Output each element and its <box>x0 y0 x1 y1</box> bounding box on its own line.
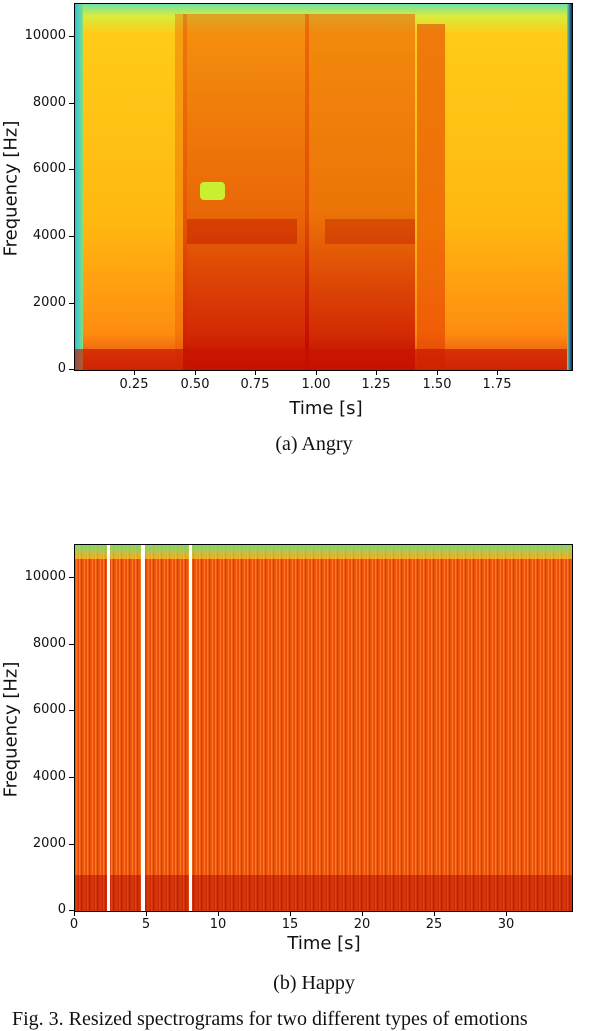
y-axis-label: Frequency [Hz] <box>0 661 22 798</box>
y-tick: 8000 <box>32 95 66 110</box>
x-tick: 1.00 <box>301 377 331 392</box>
subcaption-b: (b) Happy <box>273 972 355 994</box>
x-tick: 0 <box>69 917 79 932</box>
x-axis-label: Time [s] <box>287 933 361 954</box>
spectrogram-happy <box>74 544 573 912</box>
x-tick: 0.50 <box>180 377 210 392</box>
x-tick: 10 <box>209 917 227 932</box>
x-tick: 5 <box>141 917 151 932</box>
y-tick: 6000 <box>32 161 66 176</box>
x-tick: 30 <box>497 917 515 932</box>
x-axis-label: Time [s] <box>289 398 363 419</box>
x-tick: 1.75 <box>482 377 512 392</box>
x-tick: 0.25 <box>119 377 149 392</box>
y-tick: 10000 <box>24 569 66 584</box>
x-tick: 0.75 <box>240 377 270 392</box>
y-tick: 4000 <box>32 228 66 243</box>
y-tick: 10000 <box>24 28 66 43</box>
x-tick: 20 <box>353 917 371 932</box>
y-tick: 2000 <box>32 295 66 310</box>
x-tick: 1.50 <box>422 377 452 392</box>
figure-caption: Fig. 3. Resized spectrograms for two dif… <box>12 1008 528 1030</box>
y-tick: 0 <box>57 902 66 917</box>
y-tick: 8000 <box>32 636 66 651</box>
x-tick: 15 <box>281 917 299 932</box>
y-tick: 2000 <box>32 836 66 851</box>
x-tick: 1.25 <box>361 377 391 392</box>
subcaption-a: (a) Angry <box>275 433 353 455</box>
x-tick: 25 <box>425 917 443 932</box>
y-axis-label: Frequency [Hz] <box>0 120 22 257</box>
y-tick: 4000 <box>32 769 66 784</box>
y-tick: 6000 <box>32 702 66 717</box>
y-tick: 0 <box>57 361 66 376</box>
spectrogram-angry <box>74 3 573 371</box>
